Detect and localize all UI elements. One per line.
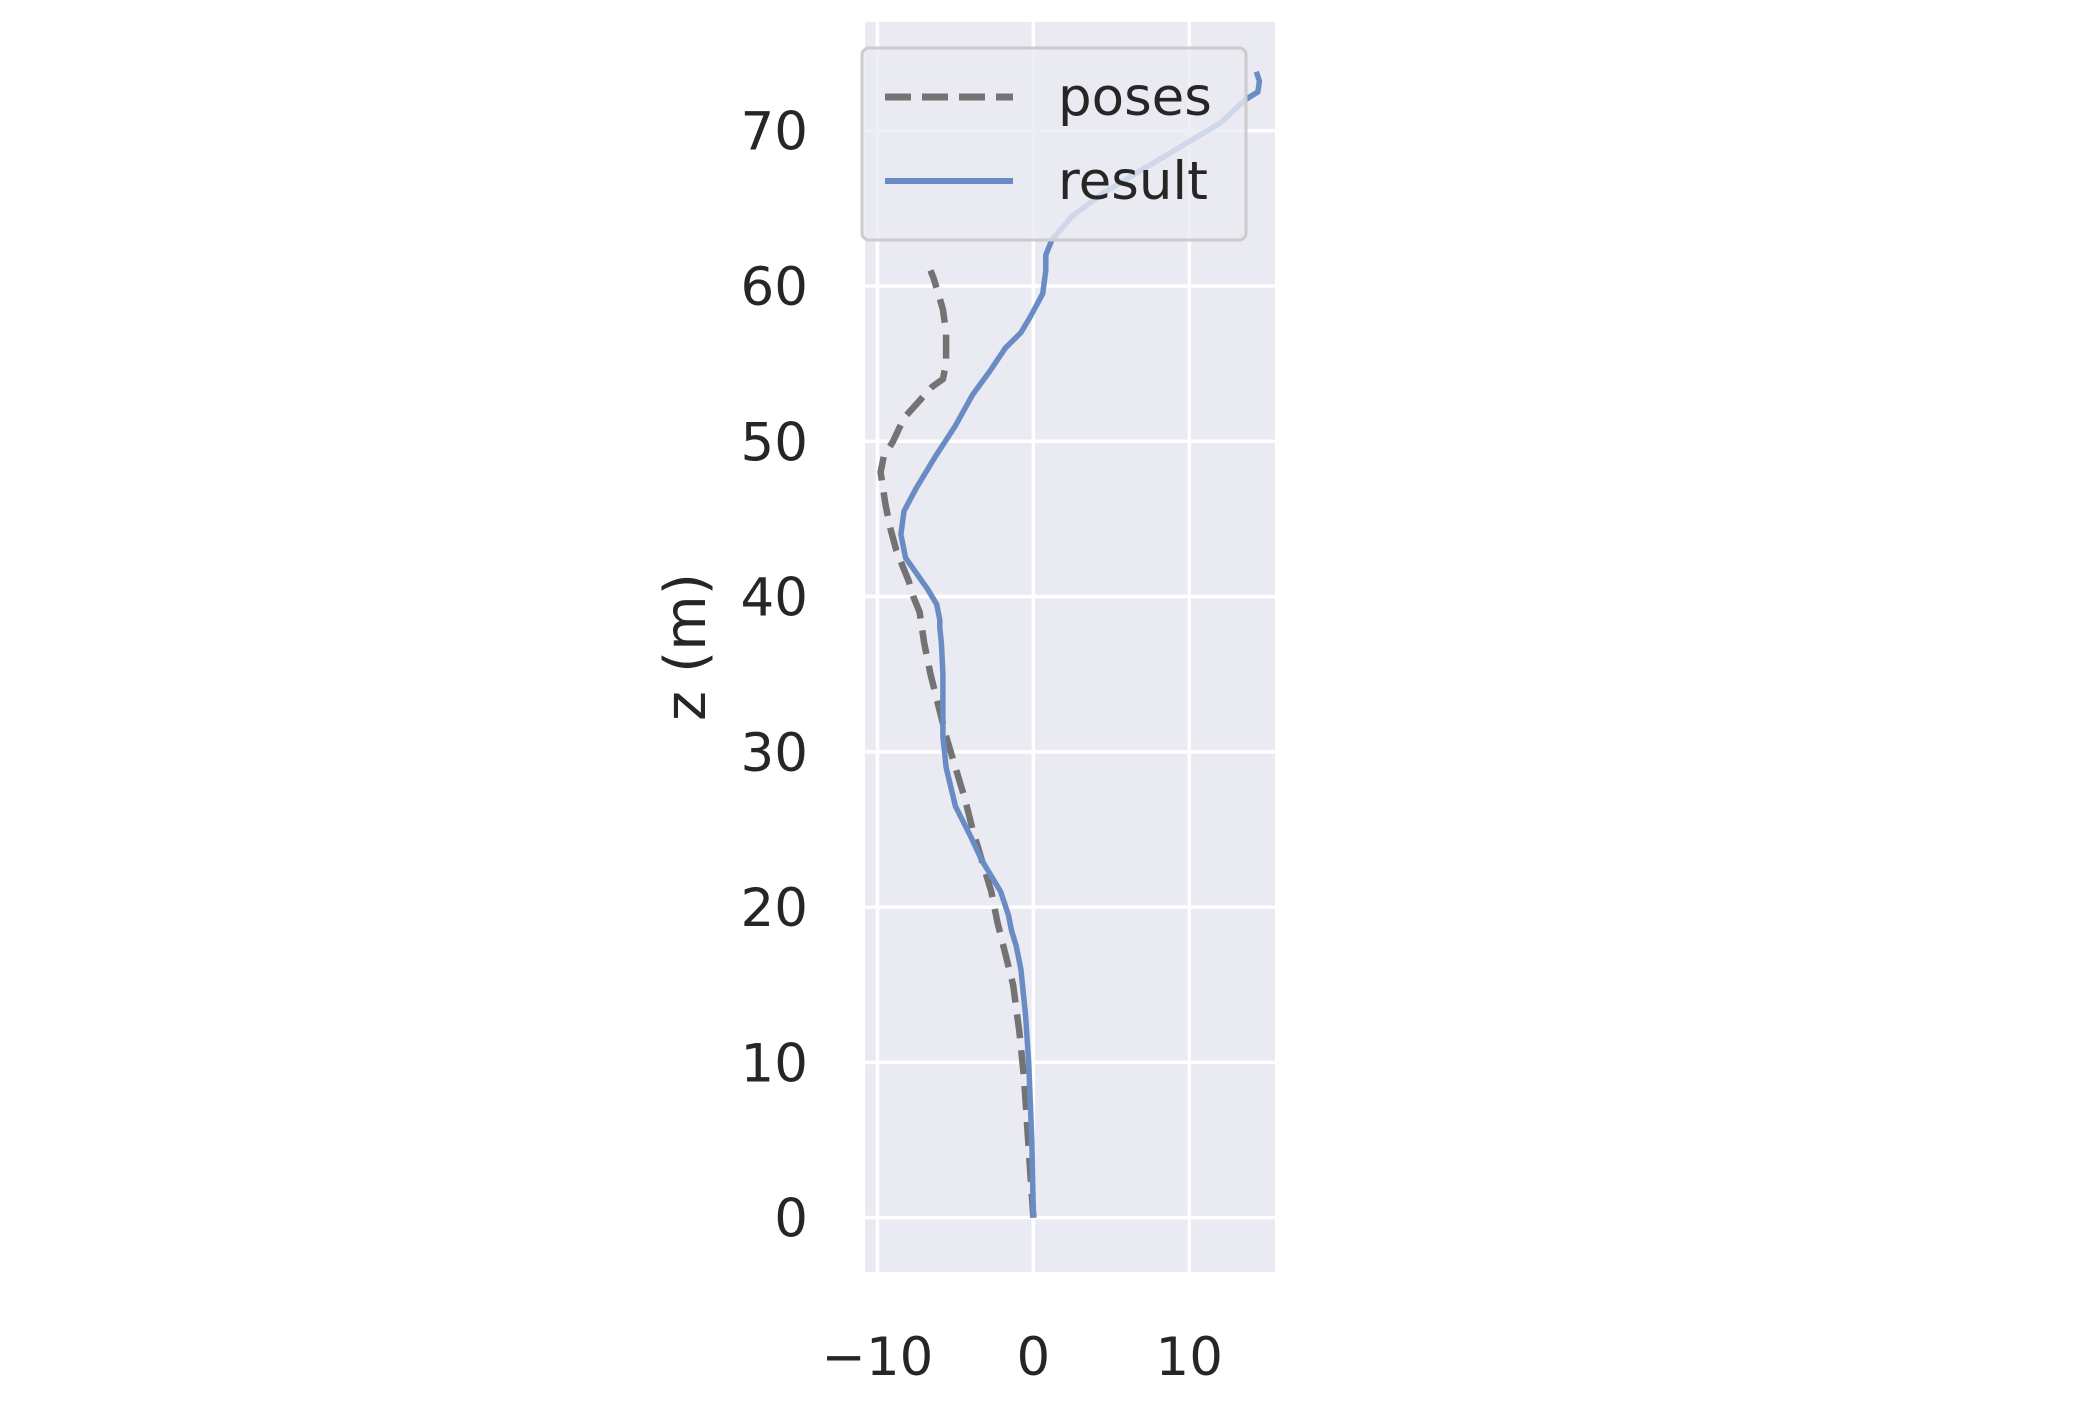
series-line-poses bbox=[877, 269, 1037, 1218]
y-tick-label: 0 bbox=[774, 1189, 808, 1250]
y-tick-label: 10 bbox=[741, 1033, 808, 1094]
y-tick-label: 70 bbox=[741, 102, 808, 163]
x-tick-labels: −10 0 10 bbox=[822, 1327, 1223, 1388]
legend: poses result bbox=[860, 46, 1248, 242]
y-tick-labels: 0 10 20 30 40 50 60 70 bbox=[741, 102, 808, 1250]
x-tick-label: 0 bbox=[1016, 1327, 1050, 1388]
y-axis-label: z (m) bbox=[653, 573, 719, 721]
legend-label-poses: poses bbox=[1058, 67, 1212, 128]
y-tick-label: 30 bbox=[741, 723, 808, 784]
x-tick-label: 10 bbox=[1156, 1327, 1223, 1388]
y-tick-label: 50 bbox=[741, 412, 808, 473]
y-tick-label: 40 bbox=[741, 568, 808, 629]
y-tick-label: 60 bbox=[741, 257, 808, 318]
x-tick-label: −10 bbox=[822, 1327, 934, 1388]
legend-box bbox=[860, 46, 1248, 242]
y-tick-label: 20 bbox=[741, 878, 808, 939]
legend-label-result: result bbox=[1058, 151, 1208, 212]
